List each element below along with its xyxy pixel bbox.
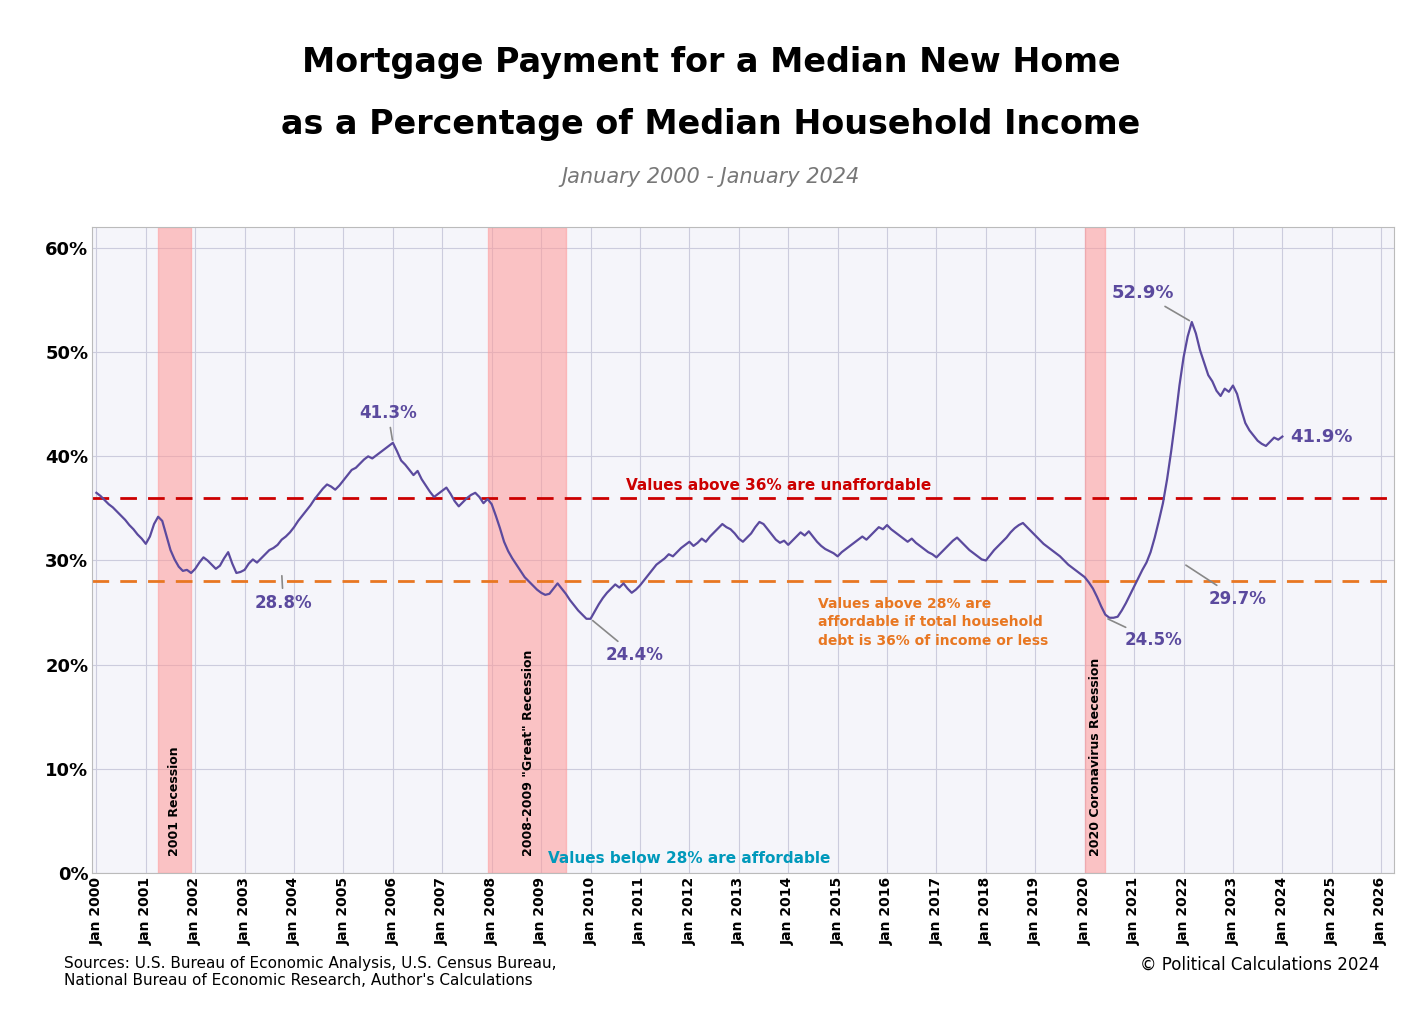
Text: 29.7%: 29.7% [1186, 565, 1266, 607]
Text: 41.9%: 41.9% [1290, 428, 1352, 445]
Bar [1085, 227, 1105, 873]
Text: 2020 Coronavirus Recession: 2020 Coronavirus Recession [1089, 658, 1102, 856]
Text: © Political Calculations 2024: © Political Calculations 2024 [1140, 956, 1379, 973]
Bar [158, 227, 192, 873]
Text: Mortgage Payment for a Median New Home: Mortgage Payment for a Median New Home [301, 46, 1121, 80]
Text: January 2000 - January 2024: January 2000 - January 2024 [562, 167, 860, 187]
Bar [488, 227, 566, 873]
Text: Values below 28% are affordable: Values below 28% are affordable [549, 850, 830, 866]
Text: Values above 28% are
affordable if total household
debt is 36% of income or less: Values above 28% are affordable if total… [818, 597, 1048, 648]
Text: 2001 Recession: 2001 Recession [168, 747, 181, 856]
Text: 24.5%: 24.5% [1108, 619, 1182, 650]
Text: 28.8%: 28.8% [255, 575, 313, 612]
Text: Values above 36% are unaffordable: Values above 36% are unaffordable [626, 478, 931, 494]
Text: Sources: U.S. Bureau of Economic Analysis, U.S. Census Bureau,
National Bureau o: Sources: U.S. Bureau of Economic Analysi… [64, 956, 556, 988]
Text: 24.4%: 24.4% [593, 621, 663, 664]
Text: 2008-2009 "Great" Recession: 2008-2009 "Great" Recession [522, 650, 535, 856]
Text: 52.9%: 52.9% [1111, 284, 1189, 320]
Text: as a Percentage of Median Household Income: as a Percentage of Median Household Inco… [282, 108, 1140, 142]
Text: 41.3%: 41.3% [360, 404, 417, 440]
